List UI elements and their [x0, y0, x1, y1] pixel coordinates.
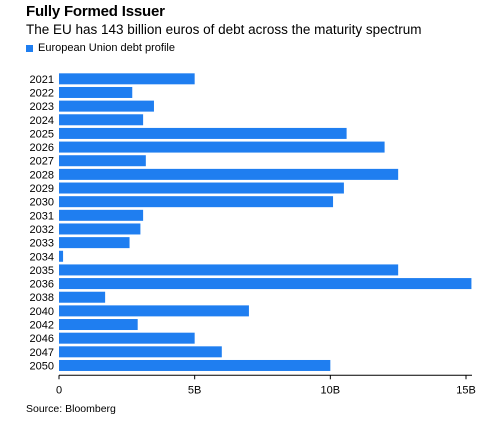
category-label: 2026 [30, 142, 54, 154]
bar [59, 141, 385, 153]
category-label: 2050 [30, 360, 54, 372]
legend-label: European Union debt profile [38, 42, 175, 54]
bar [59, 359, 331, 371]
bar [59, 264, 399, 276]
bar [59, 278, 472, 290]
x-tick-label: 10B [321, 384, 341, 396]
category-label: 2036 [30, 279, 54, 291]
category-label: 2028 [30, 169, 54, 181]
x-tick-label: 5B [188, 384, 201, 396]
bar [59, 86, 133, 98]
chart-subtitle: The EU has 143 billion euros of debt acr… [26, 22, 422, 37]
bar [59, 319, 138, 331]
bar [59, 305, 249, 317]
category-label: 2035 [30, 265, 54, 277]
bar [59, 237, 130, 249]
bar [59, 291, 106, 303]
category-label: 2034 [30, 251, 54, 263]
bar [59, 346, 222, 358]
bar [59, 223, 141, 235]
bar [59, 114, 144, 126]
x-tick-label: 15B [456, 384, 476, 396]
category-label: 2032 [30, 224, 54, 236]
category-label: 2029 [30, 183, 54, 195]
chart-title: Fully Formed Issuer [26, 3, 165, 20]
category-label: 2040 [30, 306, 54, 318]
category-label: 2021 [30, 74, 54, 86]
bar [59, 332, 195, 344]
bar [59, 209, 144, 221]
category-label: 2038 [30, 292, 54, 304]
bar [59, 155, 146, 167]
bar [59, 250, 64, 262]
x-tick-label: 0 [56, 384, 62, 396]
category-label: 2027 [30, 156, 54, 168]
category-label: 2031 [30, 210, 54, 222]
bar [59, 100, 154, 112]
source-note: Source: Bloomberg [26, 403, 116, 415]
category-label: 2022 [30, 87, 54, 99]
legend-swatch [26, 44, 33, 52]
bar [59, 73, 195, 85]
category-label: 2033 [30, 238, 54, 250]
category-label: 2047 [30, 347, 54, 359]
category-label: 2025 [30, 128, 54, 140]
bar [59, 196, 334, 208]
category-label: 2042 [30, 320, 54, 332]
bar [59, 168, 399, 180]
category-label: 2046 [30, 333, 54, 345]
category-label: 2023 [30, 101, 54, 113]
category-label: 2024 [30, 115, 54, 127]
category-label: 2030 [30, 197, 54, 209]
bar [59, 182, 344, 194]
legend: European Union debt profile [26, 42, 175, 54]
bar [59, 127, 347, 139]
